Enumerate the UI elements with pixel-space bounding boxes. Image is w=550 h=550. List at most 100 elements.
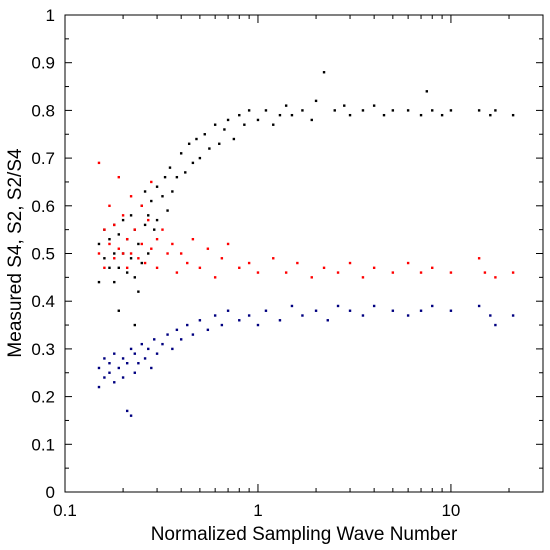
- data-point: [187, 142, 191, 145]
- data-point: [125, 271, 129, 274]
- data-point: [218, 142, 221, 145]
- data-point: [256, 118, 260, 122]
- plot-frame: [64, 14, 544, 493]
- data-point: [511, 314, 515, 317]
- data-point: [161, 195, 164, 198]
- data-point: [125, 237, 129, 241]
- data-point: [477, 109, 481, 112]
- data-point: [477, 304, 481, 308]
- data-point: [220, 257, 224, 260]
- data-point: [213, 123, 217, 126]
- data-point: [314, 309, 318, 312]
- data-point: [449, 271, 453, 274]
- data-point: [153, 228, 156, 231]
- data-point: [191, 161, 195, 165]
- data-point: [343, 104, 346, 107]
- data-point: [372, 104, 376, 107]
- data-point: [168, 166, 172, 169]
- data-point: [108, 266, 111, 270]
- data-point: [147, 218, 150, 222]
- data-point: [256, 323, 260, 327]
- y-tick-label: 0.7: [31, 149, 55, 168]
- data-point: [103, 228, 106, 231]
- data-point: [310, 276, 313, 279]
- data-point: [348, 261, 352, 265]
- data-point: [150, 199, 153, 203]
- data-point: [175, 328, 179, 332]
- data-point: [494, 276, 497, 279]
- data-point: [129, 252, 133, 255]
- data-point: [336, 304, 340, 308]
- data-point: [137, 242, 140, 246]
- data-point: [140, 342, 143, 346]
- data-point: [108, 362, 111, 365]
- data-point: [171, 242, 174, 246]
- data-point: [140, 261, 143, 265]
- data-point: [226, 309, 230, 312]
- data-point: [129, 214, 133, 217]
- data-point: [117, 366, 120, 370]
- data-point: [264, 309, 268, 312]
- data-point: [198, 319, 202, 322]
- data-point: [372, 304, 376, 308]
- data-point: [431, 304, 434, 308]
- data-point: [175, 175, 179, 179]
- y-tick-label: 1: [46, 6, 55, 25]
- data-point: [419, 309, 423, 312]
- data-point: [406, 314, 410, 317]
- data-point: [322, 71, 326, 74]
- data-point: [238, 319, 241, 322]
- data-point: [108, 242, 111, 246]
- data-point: [108, 237, 111, 241]
- data-point: [108, 204, 111, 207]
- data-point: [150, 180, 153, 184]
- data-point: [125, 266, 129, 270]
- data-point: [117, 233, 120, 236]
- data-point: [153, 338, 156, 341]
- data-point: [348, 113, 352, 117]
- data-point: [419, 113, 423, 117]
- data-point: [431, 266, 434, 270]
- data-point: [163, 175, 167, 179]
- y-tick-label: 0.1: [31, 435, 55, 454]
- data-point: [511, 113, 515, 117]
- data-point: [494, 109, 497, 112]
- data-point: [382, 113, 386, 117]
- data-point: [301, 314, 304, 317]
- data-point: [247, 261, 251, 265]
- data-point: [361, 109, 365, 112]
- data-point: [290, 113, 294, 117]
- data-point: [247, 109, 251, 112]
- data-point: [166, 252, 169, 255]
- data-point: [440, 113, 444, 117]
- data-point: [336, 271, 340, 274]
- y-tick-label: 0.9: [31, 54, 55, 73]
- data-point: [117, 247, 120, 250]
- data-point: [140, 242, 143, 246]
- data-point: [284, 271, 288, 274]
- data-point: [166, 333, 169, 336]
- data-point: [125, 362, 129, 365]
- data-point: [232, 137, 236, 141]
- data-point: [121, 357, 125, 360]
- data-point: [186, 323, 189, 327]
- data-point: [129, 195, 133, 198]
- data-point: [264, 109, 268, 112]
- data-point: [155, 185, 159, 188]
- data-point: [213, 276, 217, 279]
- data-point: [406, 109, 410, 112]
- x-tick-label: 0.1: [53, 501, 77, 520]
- x-tick-label: 10: [441, 501, 460, 520]
- data-point: [113, 381, 116, 384]
- data-point: [494, 323, 497, 327]
- data-point: [184, 171, 187, 174]
- data-point: [97, 161, 101, 165]
- y-tick-label: 0: [46, 483, 55, 502]
- data-point: [431, 109, 434, 112]
- data-point: [161, 228, 164, 231]
- data-point: [247, 314, 251, 317]
- x-tick-label: 1: [253, 501, 262, 520]
- data-point: [113, 280, 116, 284]
- data-point: [121, 252, 125, 255]
